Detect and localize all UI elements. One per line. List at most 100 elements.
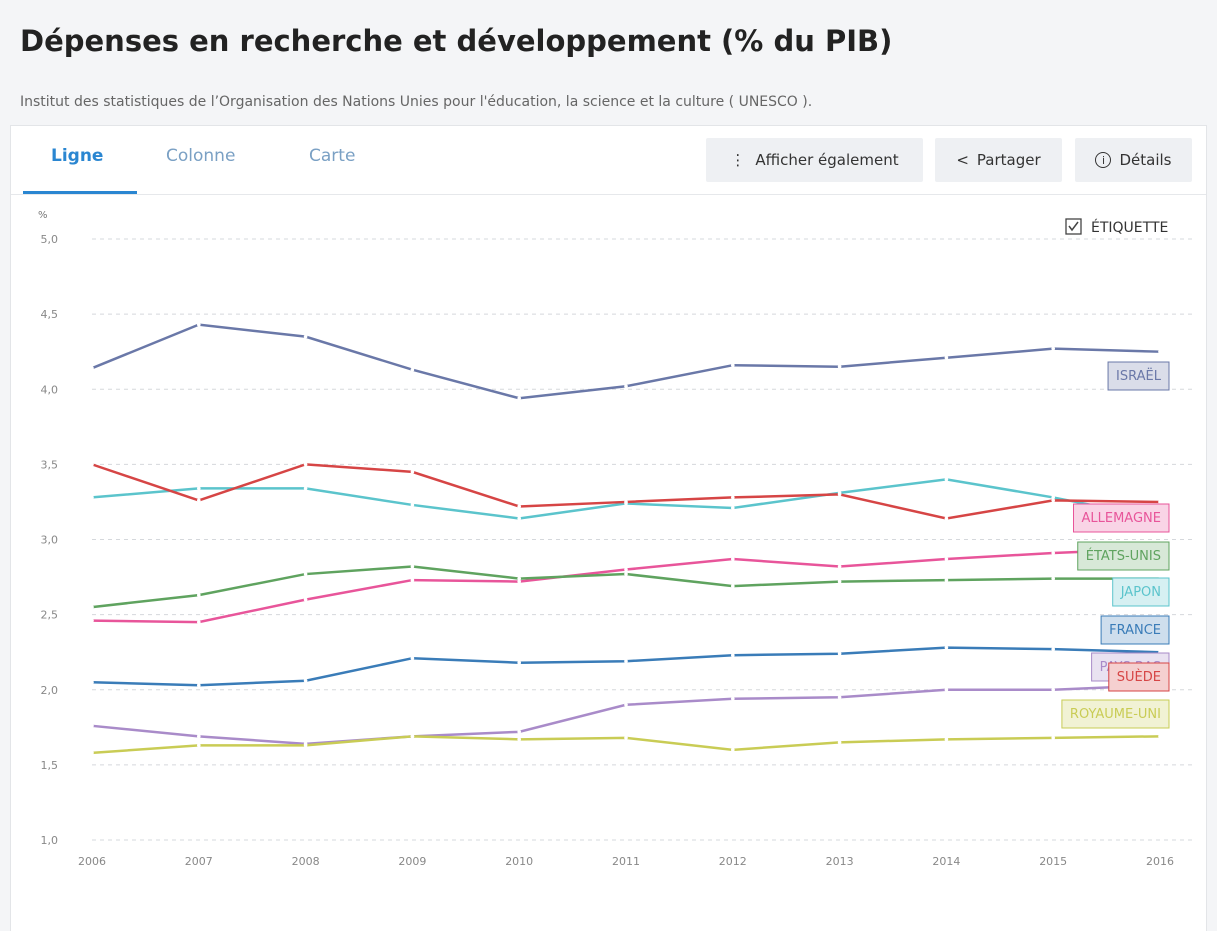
x-tick-label: 2015 [1039,855,1067,868]
series-label-box [1100,615,1170,645]
series-label-text: SUÈDE [1117,669,1161,685]
data-point [731,495,735,500]
data-point [90,366,94,371]
tab[interactable]: Carte [309,146,356,166]
series-label-tint [1108,663,1169,691]
data-point [197,498,201,503]
data-point [197,486,201,491]
data-point [517,516,521,521]
button[interactable]: < Partager [935,138,1062,182]
series-label: SUÈDE [1108,662,1170,692]
data-point [837,492,842,497]
data-point [1158,734,1162,739]
y-tick-label: 1,0 [41,834,59,847]
data-point [944,687,949,692]
data-point [1158,349,1162,354]
data-point [944,477,949,482]
series-label-box [1108,662,1170,692]
data-point [197,593,201,597]
series-label: ALLEMAGNE [1073,503,1170,533]
data-point [624,567,628,572]
data-point [90,495,94,500]
data-point [624,384,628,389]
y-tick-label: 3,5 [41,458,59,471]
divider [11,194,1206,195]
button[interactable]: ⋮ Afficher également [706,138,923,182]
series-label-box [1073,503,1170,533]
y-tick-label: 5,0 [41,233,59,246]
data-point [197,620,201,624]
data-point [517,737,521,742]
y-tick-label: 2,5 [41,609,59,622]
check-mark [1068,221,1079,232]
series-line [91,683,1161,746]
checkbox-label[interactable]: ÉTIQUETTE [1091,219,1168,236]
x-tick-label: 2011 [612,855,640,868]
tab[interactable]: Ligne [51,146,104,166]
data-point [624,702,628,707]
data-point [303,572,308,576]
data-point [90,605,94,609]
data-point [944,557,949,561]
data-point [517,576,521,581]
data-point [517,579,521,584]
data-point [624,736,628,740]
data-point [731,653,735,657]
x-tick-label: 2014 [932,855,960,868]
data-point [197,322,201,327]
series-label-tint [1112,578,1169,606]
series-label-box [1061,699,1170,729]
checkbox[interactable] [1065,218,1082,235]
data-point [517,730,521,734]
series-label-box [1077,541,1170,571]
series-label-box [1112,577,1170,607]
y-tick-label: 2,0 [41,684,59,697]
data-point [624,659,628,664]
data-point [731,696,735,701]
data-point [624,572,628,576]
series-label-tint [1101,616,1169,644]
series-label: ISRAËL [1107,361,1170,391]
series-label: JAPON [1112,577,1170,607]
series-label-text: ÉTATS-UNIS [1086,548,1161,564]
data-point [303,678,308,683]
data-point [1051,346,1055,351]
data-point [1158,500,1162,504]
data-point [837,740,842,745]
data-point [517,396,521,401]
series-line [91,463,1161,520]
series-label-text: ALLEMAGNE [1082,511,1162,526]
series-label-text: FRANCE [1109,623,1161,638]
x-tick-label: 2012 [719,855,747,868]
data-point [517,660,521,665]
data-point [944,645,949,650]
button-label: Partager [976,151,1041,169]
data-point [517,504,521,509]
data-point [197,683,201,688]
data-point [731,363,735,368]
data-point [197,743,201,748]
button-label: Détails [1119,151,1172,169]
data-point [303,743,308,748]
button-label: Afficher également [755,151,899,169]
data-point [1051,576,1055,581]
series-label: ÉTATS-UNIS [1077,541,1170,571]
series-label: ROYAUME-UNI [1061,699,1170,729]
data-point [410,564,415,569]
data-point [731,584,735,588]
data-point [90,462,94,467]
icon: ⋮ [730,151,746,169]
x-tick-label: 2008 [292,855,320,868]
panel: Ligne Colonne Carte ⋮ Afficher également … [10,125,1207,931]
data-point [1051,736,1055,740]
data-point [944,578,949,582]
button[interactable]: i Détails [1075,138,1192,182]
data-point [410,578,415,582]
series-label-tint [1077,542,1169,570]
tab-underline [23,191,137,194]
x-tick-label: 2010 [505,855,533,868]
data-point [410,503,415,507]
tab[interactable]: Colonne [166,146,236,166]
